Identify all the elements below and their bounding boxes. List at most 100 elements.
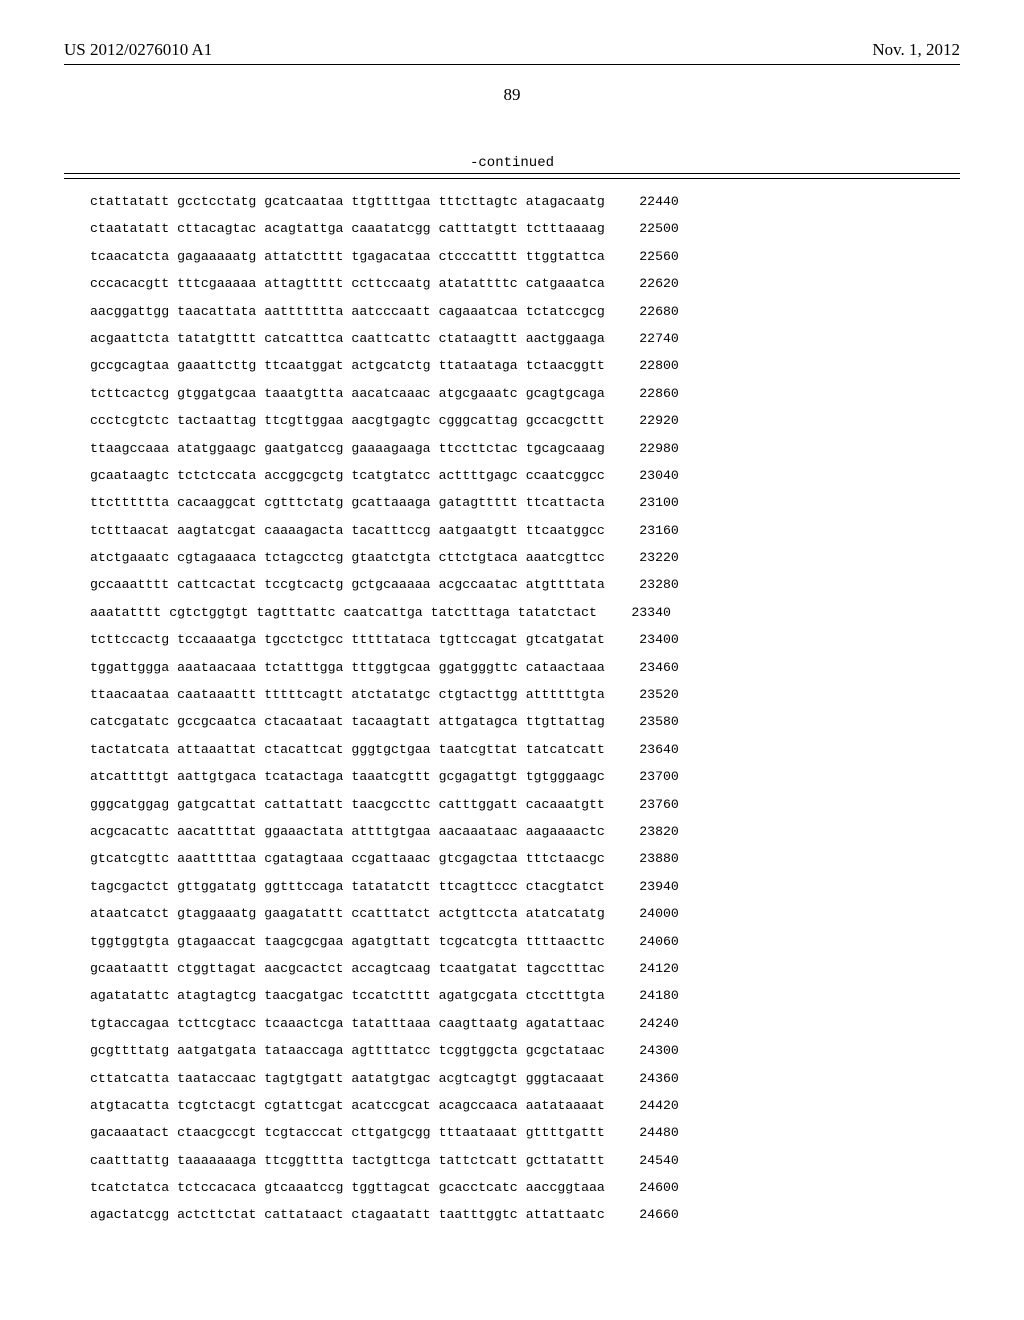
seq-group: aacgcactct: [264, 962, 343, 975]
seq-group: cttacagtac: [177, 222, 256, 235]
seq-group: ctaatatatt: [90, 222, 169, 235]
seq-group: ttataataga: [439, 359, 518, 372]
seq-group: gccacgcttt: [526, 414, 605, 427]
seq-position: 22980: [619, 442, 679, 455]
seq-group: ctcccatttt: [439, 250, 518, 263]
seq-group: taataccaac: [177, 1072, 256, 1085]
seq-group: gcattaaaga: [351, 496, 430, 509]
seq-group: gcgttttatg: [90, 1044, 169, 1057]
seq-group: accggcgctg: [264, 469, 343, 482]
seq-group: cattataact: [264, 1208, 343, 1221]
seq-group: tcaaactcga: [264, 1017, 343, 1030]
seq-group: gcctcctatg: [177, 195, 256, 208]
seq-group: ttcggtttta: [264, 1154, 343, 1167]
seq-group: agatattaac: [526, 1017, 605, 1030]
seq-group: attttgtgaa: [351, 825, 430, 838]
sequence-row: tcttccactgtccaaaatgatgcctctgcctttttataca…: [90, 633, 960, 646]
seq-group: gccaaatttt: [90, 578, 169, 591]
seq-group: atgcgaaatc: [439, 387, 518, 400]
seq-group: tattctcatt: [439, 1154, 518, 1167]
seq-group: caaaagacta: [264, 524, 343, 537]
seq-group: aaatttttaa: [177, 852, 256, 865]
seq-position: 23760: [619, 798, 679, 811]
seq-group: tcaacatcta: [90, 250, 169, 263]
seq-group: agatatattc: [90, 989, 169, 1002]
seq-group: gaaaagaaga: [351, 442, 430, 455]
seq-group: tctccacaca: [177, 1181, 256, 1194]
seq-group: tcatactaga: [264, 770, 343, 783]
seq-group: tagtttattc: [256, 606, 335, 619]
seq-group: aaatcgttcc: [526, 551, 605, 564]
seq-position: 22500: [619, 222, 679, 235]
seq-position: 23940: [619, 880, 679, 893]
seq-group: tcggtggcta: [439, 1044, 518, 1057]
sequence-row: aaatattttcgtctggtgttagtttattccaatcattgat…: [90, 606, 960, 619]
seq-position: 24180: [619, 989, 679, 1002]
seq-group: tcaatgatat: [439, 962, 518, 975]
seq-group: tgagacataa: [351, 250, 430, 263]
publication-date: Nov. 1, 2012: [872, 40, 960, 60]
seq-group: ttttaacttc: [526, 935, 605, 948]
seq-group: aacattttat: [177, 825, 256, 838]
seq-group: gcttatattt: [526, 1154, 605, 1167]
seq-group: gccgcaatca: [177, 715, 256, 728]
seq-group: gttttgattt: [526, 1126, 605, 1139]
seq-position: 24420: [619, 1099, 679, 1112]
seq-group: tccatctttt: [351, 989, 430, 1002]
page: US 2012/0276010 A1 Nov. 1, 2012 89 -cont…: [0, 0, 1024, 1320]
seq-group: ccttccaatg: [351, 277, 430, 290]
seq-group: gtaatctgta: [351, 551, 430, 564]
seq-group: ttcaatggat: [264, 359, 343, 372]
seq-group: aactggaaga: [526, 332, 605, 345]
seq-group: cttatcatta: [90, 1072, 169, 1085]
seq-group: cgtctggtgt: [169, 606, 248, 619]
seq-group: atagacaatg: [526, 195, 605, 208]
seq-group: gctgcaaaaa: [351, 578, 430, 591]
sequence-row: gtcatcgttcaaatttttaacgatagtaaaccgattaaac…: [90, 852, 960, 865]
seq-position: 22440: [619, 195, 679, 208]
seq-group: attaaattat: [177, 743, 256, 756]
sequence-row: tctttaacataagtatcgatcaaaagactatacatttccg…: [90, 524, 960, 537]
seq-group: ccaatcggcc: [526, 469, 605, 482]
seq-group: tcatgtatcc: [351, 469, 430, 482]
seq-group: gagaaaaatg: [177, 250, 256, 263]
seq-group: ctgtacttgg: [439, 688, 518, 701]
sequence-row: tactatcataattaaattatctacattcatgggtgctgaa…: [90, 743, 960, 756]
seq-group: taacgccttc: [351, 798, 430, 811]
seq-group: gccgcagtaa: [90, 359, 169, 372]
seq-position: 23340: [611, 606, 671, 619]
seq-position: 22560: [619, 250, 679, 263]
seq-group: catcatttca: [264, 332, 343, 345]
seq-group: ttcattacta: [526, 496, 605, 509]
page-number: 89: [64, 85, 960, 105]
seq-group: ctagaatatt: [351, 1208, 430, 1221]
seq-group: gttggatatg: [177, 880, 256, 893]
seq-position: 23820: [619, 825, 679, 838]
seq-position: 23880: [619, 852, 679, 865]
seq-group: aatgaatgtt: [439, 524, 518, 537]
seq-position: 24120: [619, 962, 679, 975]
seq-group: tttggtgcaa: [351, 661, 430, 674]
seq-group: gtcatgatat: [526, 633, 605, 646]
seq-group: cgggcattag: [439, 414, 518, 427]
seq-group: taatcgttat: [439, 743, 518, 756]
seq-group: caatcattga: [344, 606, 423, 619]
sequence-row: atctgaaatccgtagaaacatctagcctcggtaatctgta…: [90, 551, 960, 564]
seq-position: 23400: [619, 633, 679, 646]
seq-group: ttgttattag: [526, 715, 605, 728]
seq-group: tgcctctgcc: [264, 633, 343, 646]
seq-group: taatttggtc: [439, 1208, 518, 1221]
seq-group: gaaattcttg: [177, 359, 256, 372]
seq-position: 24540: [619, 1154, 679, 1167]
seq-position: 24240: [619, 1017, 679, 1030]
seq-group: gcatcaataa: [264, 195, 343, 208]
seq-group: atatggaagc: [177, 442, 256, 455]
seq-group: aaatatttt: [90, 606, 161, 619]
seq-group: attagttttt: [264, 277, 343, 290]
seq-group: tactatcata: [90, 743, 169, 756]
sequence-row: atgtacattatcgtctacgtcgtattcgatacatccgcat…: [90, 1099, 960, 1112]
seq-position: 23640: [619, 743, 679, 756]
seq-group: gatagttttt: [439, 496, 518, 509]
seq-group: ctacattcat: [264, 743, 343, 756]
seq-group: cccacacgtt: [90, 277, 169, 290]
